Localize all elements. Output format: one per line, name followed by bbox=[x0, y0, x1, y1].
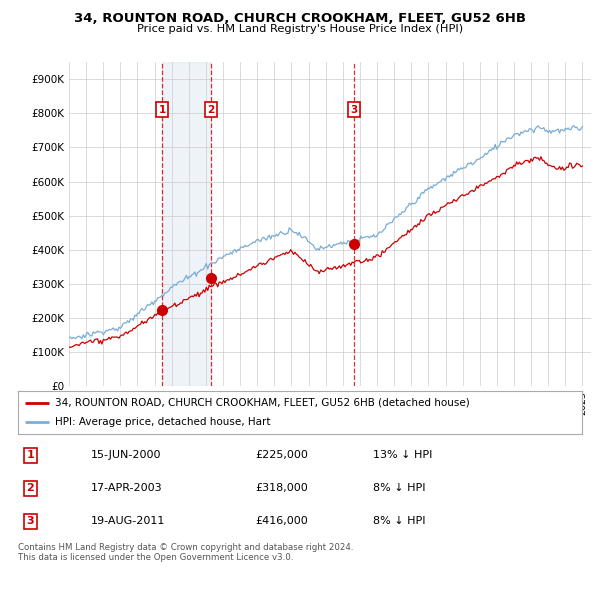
Text: 34, ROUNTON ROAD, CHURCH CROOKHAM, FLEET, GU52 6HB: 34, ROUNTON ROAD, CHURCH CROOKHAM, FLEET… bbox=[74, 12, 526, 25]
Text: 2: 2 bbox=[26, 483, 34, 493]
Text: £318,000: £318,000 bbox=[255, 483, 308, 493]
Text: 8% ↓ HPI: 8% ↓ HPI bbox=[373, 483, 426, 493]
Text: HPI: Average price, detached house, Hart: HPI: Average price, detached house, Hart bbox=[55, 417, 270, 427]
Text: £225,000: £225,000 bbox=[255, 450, 308, 460]
Text: 15-JUN-2000: 15-JUN-2000 bbox=[91, 450, 162, 460]
Text: 1: 1 bbox=[26, 450, 34, 460]
Text: 19-AUG-2011: 19-AUG-2011 bbox=[91, 516, 166, 526]
Text: 34, ROUNTON ROAD, CHURCH CROOKHAM, FLEET, GU52 6HB (detached house): 34, ROUNTON ROAD, CHURCH CROOKHAM, FLEET… bbox=[55, 398, 469, 408]
Text: 17-APR-2003: 17-APR-2003 bbox=[91, 483, 163, 493]
Text: Price paid vs. HM Land Registry's House Price Index (HPI): Price paid vs. HM Land Registry's House … bbox=[137, 24, 463, 34]
Text: This data is licensed under the Open Government Licence v3.0.: This data is licensed under the Open Gov… bbox=[18, 553, 293, 562]
Bar bbox=[162, 62, 211, 386]
Text: 2: 2 bbox=[207, 105, 215, 115]
Text: 3: 3 bbox=[26, 516, 34, 526]
Text: £416,000: £416,000 bbox=[255, 516, 308, 526]
Text: 3: 3 bbox=[350, 105, 357, 115]
Text: 13% ↓ HPI: 13% ↓ HPI bbox=[373, 450, 433, 460]
Text: Contains HM Land Registry data © Crown copyright and database right 2024.: Contains HM Land Registry data © Crown c… bbox=[18, 543, 353, 552]
Text: 1: 1 bbox=[158, 105, 166, 115]
Text: 8% ↓ HPI: 8% ↓ HPI bbox=[373, 516, 426, 526]
